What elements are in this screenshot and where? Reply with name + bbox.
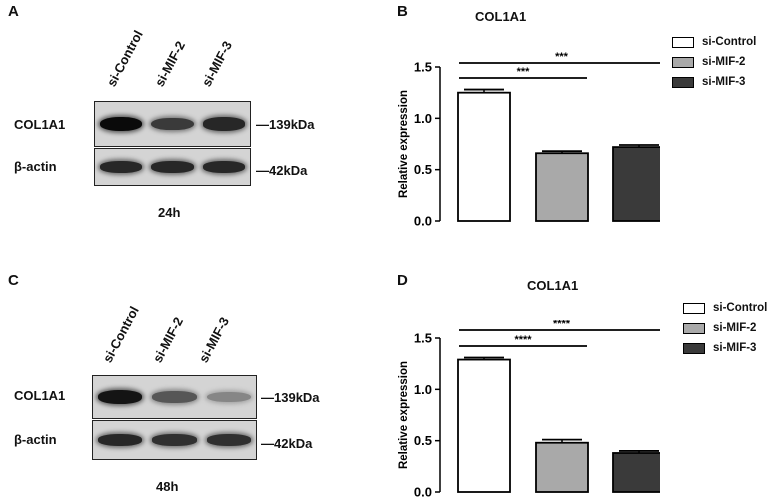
blot-band [206, 434, 252, 446]
significance-label: *** [555, 51, 569, 63]
y-axis-label: Relative expression [398, 90, 410, 198]
y-tick-label: 1.0 [414, 382, 432, 397]
chart-title-b: COL1A1 [475, 9, 527, 24]
blot-band [151, 117, 194, 131]
time-label-48h: 48h [156, 479, 179, 494]
lane-label-control-a: si-Control [103, 27, 146, 90]
blot-band [97, 390, 143, 404]
blot-band [152, 391, 197, 403]
significance-label: *** [517, 66, 531, 78]
legend-swatch-mif3-b [672, 76, 694, 88]
bar [535, 152, 589, 222]
blot-band [206, 391, 252, 403]
blot-band [202, 117, 246, 131]
legend-item-mif3-b: si-MIF-3 [672, 76, 745, 88]
y-tick-label: 0.5 [414, 162, 432, 177]
bar-chart-b: 0.0 0.5 1.0 1.5 Relative expression *** *** [398, 51, 660, 229]
legend-swatch-mif2-b [672, 56, 694, 68]
kda-label-139-c: —139kDa [261, 390, 320, 405]
y-tick-label: 0.0 [414, 485, 432, 500]
legend-item-mif2-b: si-MIF-2 [672, 56, 745, 68]
blot-band [151, 161, 194, 173]
legend-swatch-mif3-d [683, 342, 705, 354]
western-blot-col1a1-48h [92, 375, 257, 419]
blot-band [97, 434, 143, 446]
legend-item-control-b: si-Control [672, 36, 756, 48]
row-label-col1a1-c: COL1A1 [14, 388, 66, 403]
row-label-col1a1-a: COL1A1 [14, 117, 66, 132]
kda-label-42-c: —42kDa [261, 436, 313, 451]
lane-label-mif2-c: si-MIF-2 [149, 314, 187, 365]
bar [612, 452, 660, 493]
blot-band [99, 161, 142, 173]
significance-label: **** [553, 320, 571, 330]
lane-label-mif2-a: si-MIF-2 [151, 38, 189, 89]
lane-label-mif3-c: si-MIF-3 [195, 314, 233, 365]
bar-chart-d: 0.0 0.5 1.0 1.5 Relative expression **** **** [398, 320, 660, 500]
western-blot-actin-48h [92, 420, 257, 460]
significance-label: **** [514, 334, 532, 346]
kda-label-139-a: —139kDa [256, 117, 315, 132]
row-label-actin-a: β-actin [14, 159, 57, 174]
y-tick-label: 1.0 [414, 111, 432, 126]
row-label-actin-c: β-actin [14, 432, 57, 447]
legend-swatch-control-d [683, 302, 705, 314]
y-tick-label: 1.5 [414, 331, 432, 346]
blot-band [99, 117, 142, 131]
blot-band [202, 161, 246, 173]
legend-item-mif2-d: si-MIF-2 [683, 322, 756, 334]
panel-letter-b: B [397, 3, 408, 20]
y-tick-label: 1.5 [414, 60, 432, 75]
y-tick-label: 0.5 [414, 433, 432, 448]
lane-label-control-c: si-Control [99, 303, 142, 365]
legend-item-control-d: si-Control [683, 302, 767, 314]
panel-letter-d: D [397, 272, 408, 289]
chart-title-d: COL1A1 [527, 278, 579, 293]
panel-letter-a: A [8, 3, 19, 20]
bar [457, 91, 511, 222]
y-tick-label: 0.0 [414, 214, 432, 229]
panel-letter-c: C [8, 272, 19, 289]
western-blot-actin-24h [94, 148, 251, 186]
western-blot-col1a1-24h [94, 101, 251, 147]
lane-label-mif3-a: si-MIF-3 [198, 38, 236, 89]
legend-item-mif3-d: si-MIF-3 [683, 342, 756, 354]
blot-band [152, 434, 197, 446]
bar [535, 441, 589, 493]
legend-swatch-mif2-d [683, 322, 705, 334]
time-label-24h: 24h [158, 205, 181, 220]
bar [457, 358, 511, 493]
y-axis-label: Relative expression [398, 361, 410, 469]
legend-swatch-control-b [672, 36, 694, 48]
bar [612, 146, 660, 222]
kda-label-42-a: —42kDa [256, 163, 308, 178]
